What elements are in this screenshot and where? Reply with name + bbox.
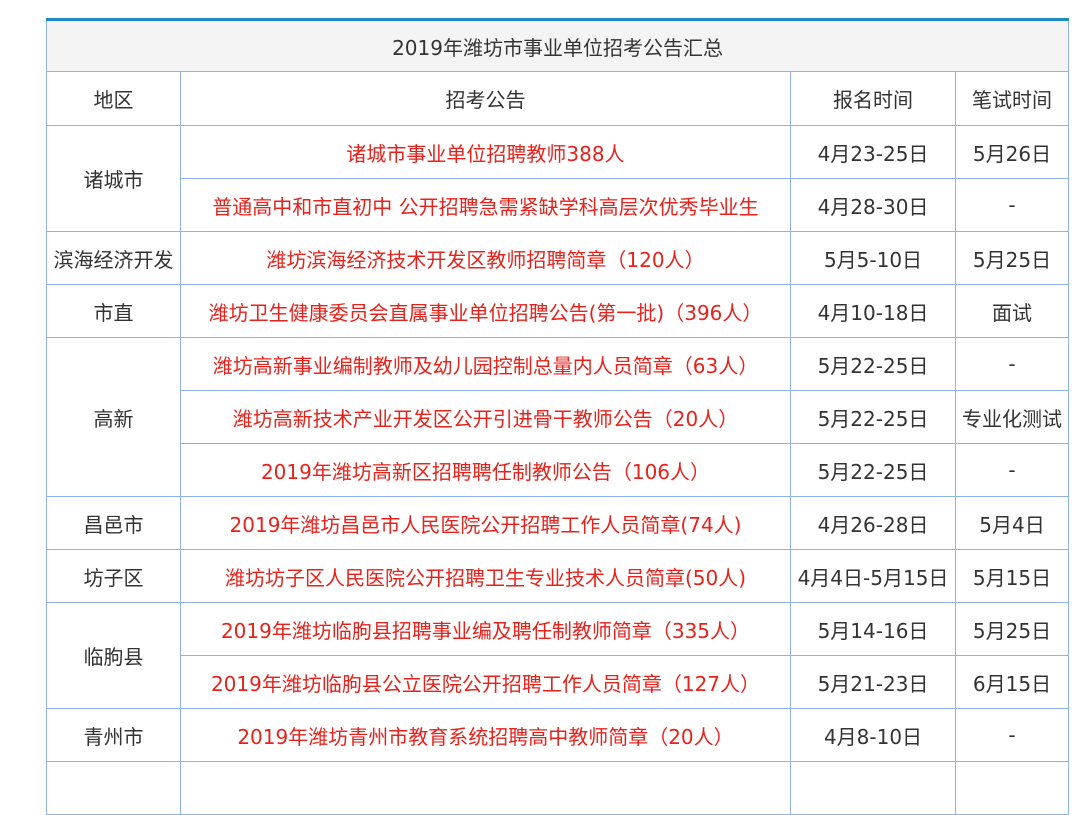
exam-time: -: [954, 178, 1070, 232]
table-row-partial: [46, 761, 1070, 815]
exam-time: 6月15日: [954, 655, 1070, 709]
notice-link[interactable]: 潍坊高新事业编制教师及幼儿园控制总量内人员简章（63人）: [180, 337, 791, 391]
notice-link[interactable]: 2019年潍坊高新区招聘聘任制教师公告（106人）: [180, 443, 791, 497]
notice-link[interactable]: 潍坊坊子区人民医院公开招聘卫生专业技术人员简章(50人): [180, 549, 791, 603]
registration-time: 5月22-25日: [790, 443, 956, 497]
header-row: 地区 招考公告 报名时间 笔试时间: [46, 71, 1070, 126]
table-row: 2019年潍坊临朐县公立医院公开招聘工作人员简章（127人） 5月21-23日 6月…: [47, 655, 1070, 709]
empty-cell: [790, 761, 956, 815]
registration-time: 4月8-10日: [790, 708, 956, 762]
table-row: 诸城市 诸城市事业单位招聘教师388人 4月23-25日 5月26日: [46, 125, 1070, 232]
registration-time: 4月26-28日: [790, 496, 956, 550]
exam-time: -: [954, 443, 1070, 497]
header-registration-time: 报名时间: [790, 71, 956, 126]
table-row: 青州市 2019年潍坊青州市教育系统招聘高中教师简章（20人） 4月8-10日 -: [46, 708, 1070, 762]
region-cell: 坊子区: [46, 549, 181, 603]
exam-time: 专业化测试: [954, 390, 1070, 444]
notice-link[interactable]: 诸城市事业单位招聘教师388人: [180, 125, 791, 179]
exam-time: -: [954, 708, 1070, 762]
table-row: 高新 潍坊高新事业编制教师及幼儿园控制总量内人员简章（63人） 5月22-25日 -: [46, 337, 1070, 497]
region-cell: 诸城市: [46, 125, 181, 232]
table-row: 滨海经济开发 潍坊滨海经济技术开发区教师招聘简章（120人） 5月5-10日 5月25…: [46, 231, 1070, 285]
region-cell: 高新: [46, 337, 181, 497]
exam-time: 面试: [954, 284, 1070, 338]
exam-time: 5月25日: [954, 602, 1070, 656]
table-row: 坊子区 潍坊坊子区人民医院公开招聘卫生专业技术人员简章(50人) 4月4日-5月15…: [46, 549, 1070, 603]
exam-time: 5月15日: [954, 549, 1070, 603]
region-cell: 昌邑市: [46, 496, 181, 550]
exam-time: 5月4日: [954, 496, 1070, 550]
exam-time: 5月25日: [954, 231, 1070, 285]
registration-time: 5月22-25日: [790, 390, 956, 444]
header-notice: 招考公告: [180, 71, 791, 126]
header-region: 地区: [46, 71, 181, 126]
empty-cell: [954, 761, 1070, 815]
notice-link[interactable]: 2019年潍坊青州市教育系统招聘高中教师简章（20人）: [180, 708, 791, 762]
table-title: 2019年潍坊市事业单位招考公告汇总: [45, 18, 1070, 72]
registration-time: 5月22-25日: [790, 337, 956, 391]
registration-time: 4月4日-5月15日: [790, 549, 956, 603]
title-row: 2019年潍坊市事业单位招考公告汇总: [45, 18, 1070, 72]
registration-time: 4月28-30日: [790, 178, 956, 232]
registration-time: 4月23-25日: [790, 125, 956, 179]
header-exam-time: 笔试时间: [954, 71, 1070, 126]
table-row: 普通高中和市直初中 公开招聘急需紧缺学科高层次优秀毕业生 4月28-30日 -: [47, 178, 1070, 232]
region-cell: 滨海经济开发: [46, 231, 181, 285]
exam-time: -: [954, 337, 1070, 391]
registration-time: 5月5-10日: [790, 231, 956, 285]
empty-cell: [46, 761, 181, 815]
table-row: 临朐县 2019年潍坊临朐县招聘事业编及聘任制教师简章（335人） 5月14-16日…: [46, 602, 1070, 709]
region-cell: 市直: [46, 284, 181, 338]
notice-link[interactable]: 普通高中和市直初中 公开招聘急需紧缺学科高层次优秀毕业生: [180, 178, 791, 232]
table-row: 市直 潍坊卫生健康委员会直属事业单位招聘公告(第一批)（396人） 4月10-18日…: [46, 284, 1070, 338]
recruitment-summary-table: 2019年潍坊市事业单位招考公告汇总 地区 招考公告 报名时间 笔试时间 诸城市…: [45, 18, 1070, 815]
notice-link[interactable]: 潍坊卫生健康委员会直属事业单位招聘公告(第一批)（396人）: [180, 284, 791, 338]
notice-link[interactable]: 2019年潍坊昌邑市人民医院公开招聘工作人员简章(74人): [180, 496, 791, 550]
notice-link[interactable]: 2019年潍坊临朐县公立医院公开招聘工作人员简章（127人）: [180, 655, 791, 709]
table-row: 2019年潍坊高新区招聘聘任制教师公告（106人） 5月22-25日 -: [47, 443, 1070, 497]
registration-time: 4月10-18日: [790, 284, 956, 338]
notice-link[interactable]: 2019年潍坊临朐县招聘事业编及聘任制教师简章（335人）: [180, 602, 791, 656]
exam-time: 5月26日: [954, 125, 1070, 179]
region-cell: 青州市: [46, 708, 181, 762]
notice-link[interactable]: 潍坊滨海经济技术开发区教师招聘简章（120人）: [180, 231, 791, 285]
empty-cell: [180, 761, 791, 815]
table-row: 昌邑市 2019年潍坊昌邑市人民医院公开招聘工作人员简章(74人) 4月26-28日…: [46, 496, 1070, 550]
registration-time: 5月21-23日: [790, 655, 956, 709]
registration-time: 5月14-16日: [790, 602, 956, 656]
region-cell: 临朐县: [46, 602, 181, 709]
table-row: 潍坊高新技术产业开发区公开引进骨干教师公告（20人） 5月22-25日 专业化测试: [47, 390, 1070, 444]
notice-link[interactable]: 潍坊高新技术产业开发区公开引进骨干教师公告（20人）: [180, 390, 791, 444]
